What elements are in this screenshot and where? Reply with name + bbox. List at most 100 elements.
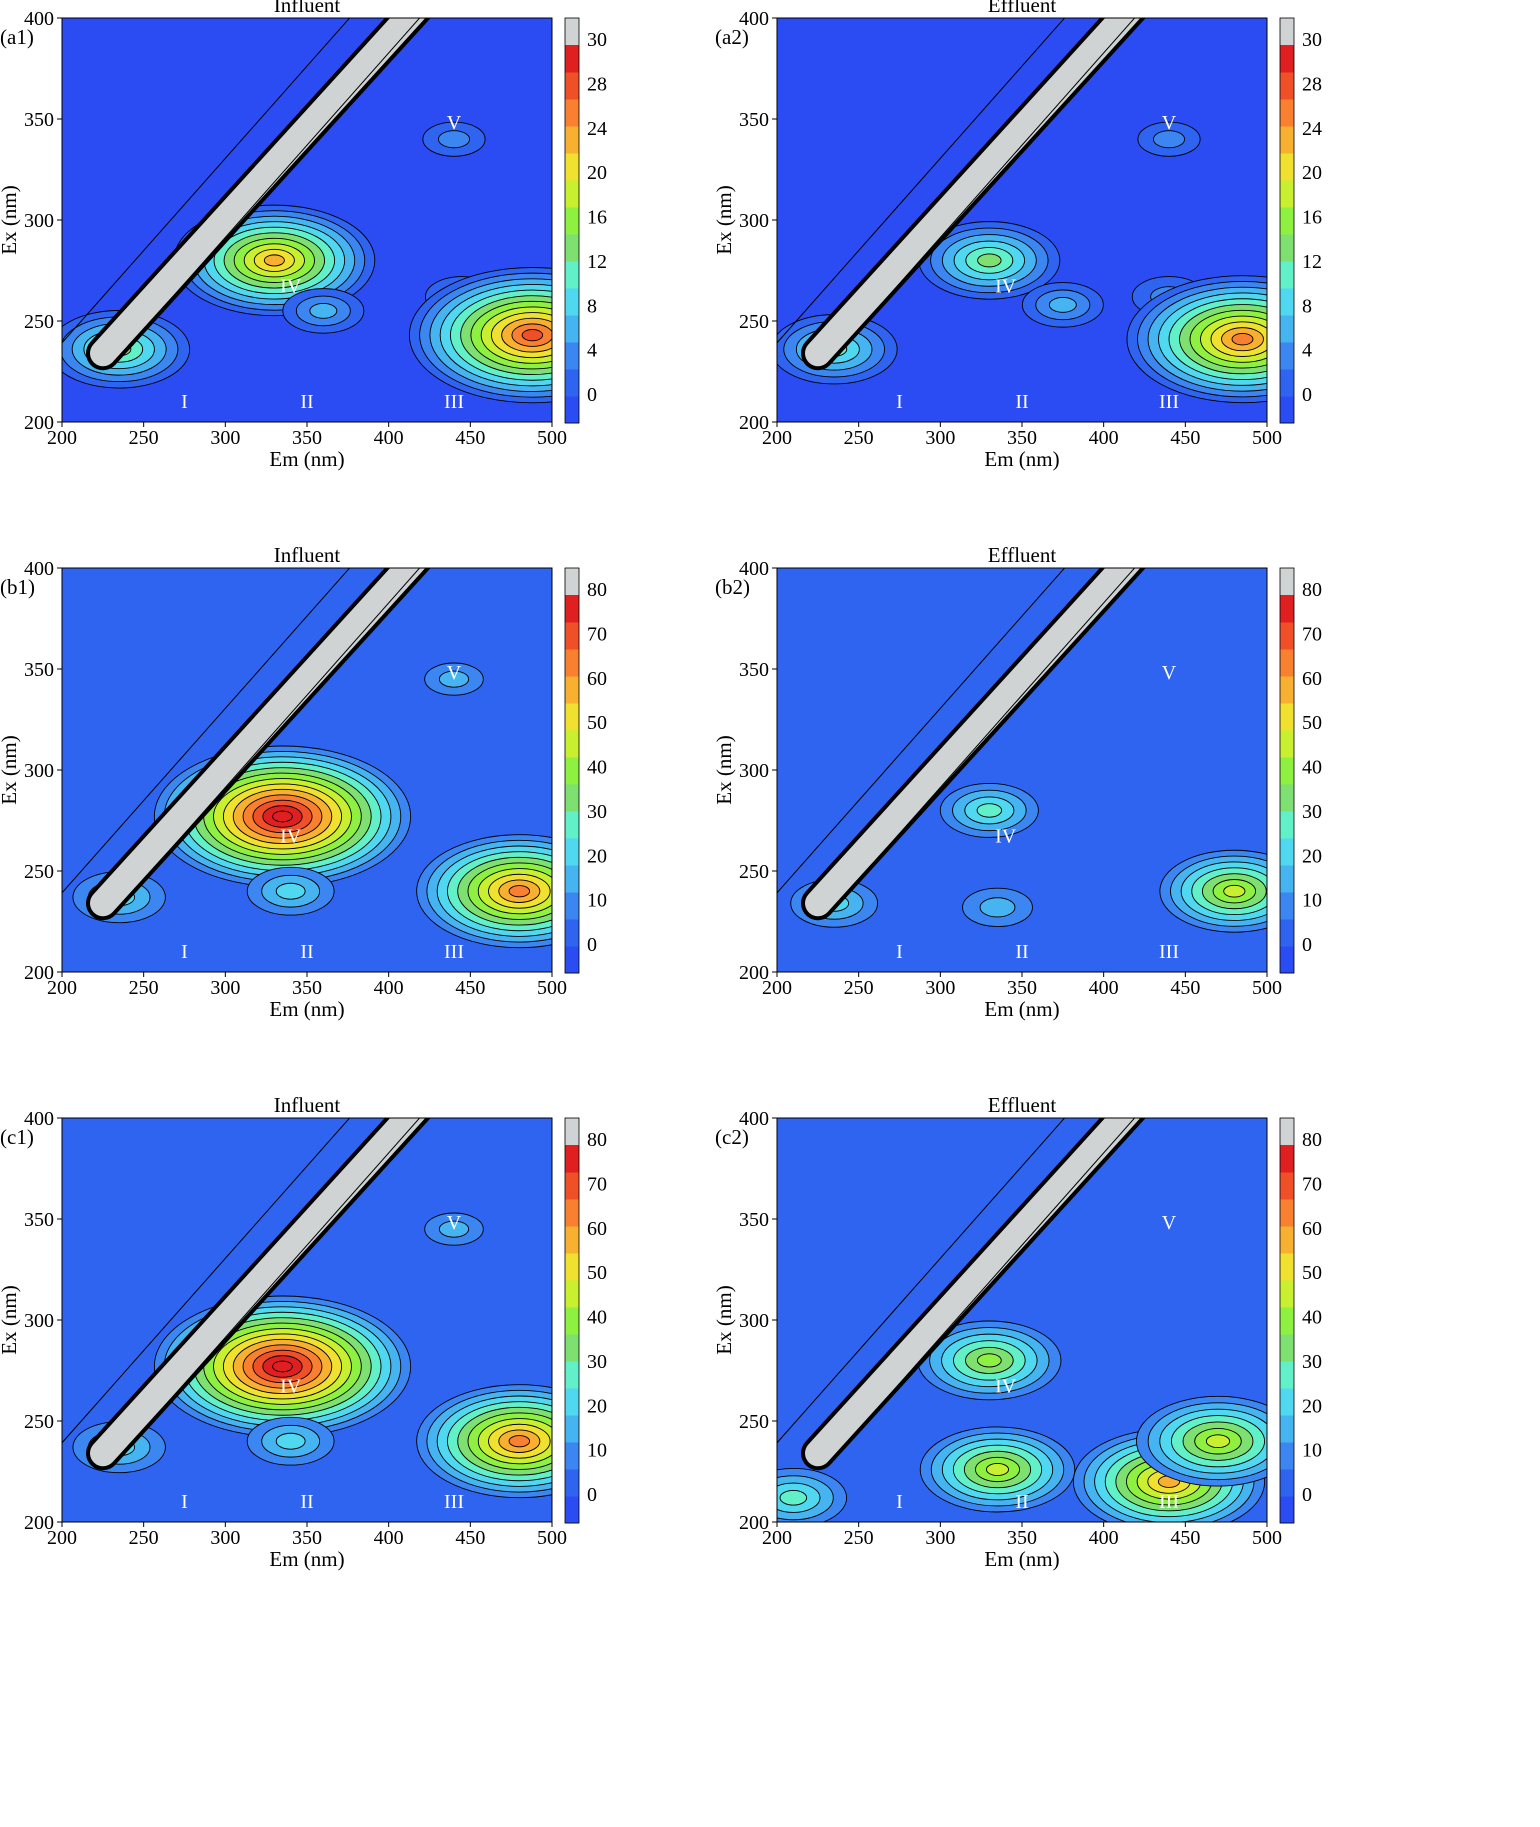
x-tick-label: 350 xyxy=(292,977,322,999)
y-tick-label: 300 xyxy=(24,760,54,782)
colorbar-tick-label: 20 xyxy=(1302,845,1322,867)
colorbar-segment xyxy=(565,288,579,316)
colorbar-tick-label: 0 xyxy=(1302,1484,1312,1506)
colorbar-tick-label: 50 xyxy=(1302,1262,1322,1284)
eem-panel: 200 250 300 350 400 450 500 200 250 300 350 400 Effl… xyxy=(712,0,1485,640)
y-tick-label: 300 xyxy=(739,760,769,782)
scatter-band xyxy=(805,1118,1141,1467)
x-tick-label: 350 xyxy=(1007,1527,1037,1549)
colorbar-top xyxy=(1280,1118,1294,1145)
colorbar-frame xyxy=(564,17,580,424)
colorbar-tick-label: 50 xyxy=(587,1262,607,1284)
x-tick-label: 300 xyxy=(210,1527,240,1549)
colorbar-tick-label: 10 xyxy=(587,890,607,912)
colorbar-segment xyxy=(565,757,579,785)
colorbar-tick-label: 0 xyxy=(587,384,597,406)
scatter-band xyxy=(805,18,1141,367)
colorbar-segment xyxy=(565,811,579,839)
colorbar-tick-label: 12 xyxy=(587,251,607,273)
colorbar-top xyxy=(565,18,579,45)
colorbar-segment xyxy=(565,946,579,974)
x-tick-label: 400 xyxy=(1089,1527,1119,1549)
region-label: IV xyxy=(280,1376,302,1398)
colorbar-segment xyxy=(565,342,579,370)
panel-title: Influent xyxy=(274,0,341,17)
colorbar-tick-label: 0 xyxy=(587,934,597,956)
region-label: II xyxy=(1015,1491,1028,1513)
y-axis-label: Ex (nm) xyxy=(712,185,736,254)
colorbar-frame xyxy=(1279,1117,1295,1524)
x-tick-label: 500 xyxy=(1252,427,1282,449)
contour-level xyxy=(1048,296,1077,313)
y-tick-label: 400 xyxy=(24,1108,54,1130)
colorbar-segment xyxy=(1280,730,1294,758)
colorbar-segment xyxy=(565,1145,579,1173)
y-tick-label: 350 xyxy=(24,659,54,681)
eem-plot: 200 250 300 350 400 450 500200250300350400Effl… xyxy=(712,543,1322,1021)
x-tick-label: 250 xyxy=(844,1527,874,1549)
x-tick-label: 350 xyxy=(292,427,322,449)
region-label: III xyxy=(444,941,464,963)
colorbar-tick-label: 80 xyxy=(1302,579,1322,601)
colorbar-segment xyxy=(1280,676,1294,704)
eem-plot: 200 250 300 350 400 450 500200250300350400Infl… xyxy=(0,0,607,471)
y-tick-label: 250 xyxy=(24,311,54,333)
colorbar-segment xyxy=(565,396,579,424)
colorbar-segment xyxy=(565,1496,579,1524)
region-label: IV xyxy=(280,826,302,848)
peak-contours xyxy=(777,1468,848,1522)
colorbar-tick-label: 30 xyxy=(1302,801,1322,823)
eem-panel: 200 250 300 350 400 450 500 200 250 300 350 400 Effl… xyxy=(712,543,1485,1190)
panel-label: (b2) xyxy=(715,575,750,599)
y-tick-label: 300 xyxy=(24,210,54,232)
peak-contours xyxy=(1159,849,1267,933)
x-tick-label: 500 xyxy=(537,427,567,449)
y-tick-label: 200 xyxy=(739,412,769,434)
x-tick-label: 250 xyxy=(844,977,874,999)
colorbar-segment xyxy=(1280,946,1294,974)
y-tick-label: 400 xyxy=(24,558,54,580)
y-axis-label: Ex (nm) xyxy=(712,1285,736,1354)
colorbar-segment xyxy=(1280,1415,1294,1443)
y-tick-label: 400 xyxy=(739,558,769,580)
colorbar-segment xyxy=(565,730,579,758)
x-axis-label: Em (nm) xyxy=(984,1547,1059,1571)
x-axis-label: Em (nm) xyxy=(984,447,1059,471)
x-tick-label: 450 xyxy=(1170,427,1200,449)
scatter-contour xyxy=(777,18,1066,344)
colorbar-segment xyxy=(1280,892,1294,920)
colorbar-segment xyxy=(1280,784,1294,812)
y-axis-label: Ex (nm) xyxy=(0,185,21,254)
contour-level xyxy=(508,885,531,898)
eem-panel: 200 250 300 350 400 450 500 200 250 300 350 400 Effl… xyxy=(712,1093,1485,1740)
colorbar-tick-label: 30 xyxy=(587,801,607,823)
panel-title: Effluent xyxy=(988,1093,1057,1117)
colorbar-segment xyxy=(565,1199,579,1227)
colorbar-tick-label: 12 xyxy=(1302,251,1322,273)
y-tick-label: 200 xyxy=(24,962,54,984)
x-tick-label: 200 xyxy=(762,1527,792,1549)
colorbar-top xyxy=(565,568,579,595)
colorbar-tick-label: 50 xyxy=(587,712,607,734)
peak-contours xyxy=(173,204,376,317)
region-label: IV xyxy=(280,276,302,298)
colorbar-tick-label: 80 xyxy=(1302,1129,1322,1151)
colorbar-segment xyxy=(1280,595,1294,623)
colorbar-segment xyxy=(565,838,579,866)
y-tick-label: 400 xyxy=(739,8,769,30)
region-label: V xyxy=(1162,112,1177,134)
panel-title: Effluent xyxy=(988,543,1057,567)
x-tick-label: 350 xyxy=(1007,427,1037,449)
region-label: III xyxy=(444,1491,464,1513)
y-tick-label: 400 xyxy=(739,1108,769,1130)
peak-contours xyxy=(1021,282,1104,328)
panel-title: Influent xyxy=(274,1093,341,1117)
region-label: I xyxy=(896,1491,903,1513)
colorbar-segment xyxy=(565,1388,579,1416)
contour-level xyxy=(309,303,338,319)
panel-title: Effluent xyxy=(988,0,1057,17)
colorbar-segment xyxy=(1280,1307,1294,1335)
peak-contours xyxy=(246,1416,335,1466)
colorbar-segment xyxy=(565,919,579,947)
colorbar-segment xyxy=(1280,919,1294,947)
